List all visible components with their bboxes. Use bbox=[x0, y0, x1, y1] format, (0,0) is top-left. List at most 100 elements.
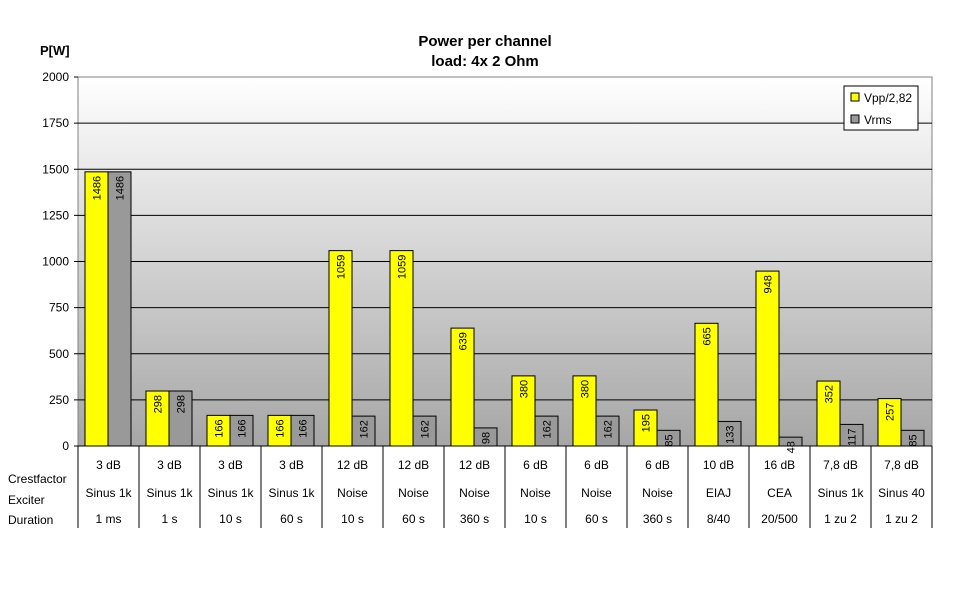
y-tick-label: 500 bbox=[49, 347, 69, 361]
category-crestfactor-label: 7,8 dB bbox=[823, 458, 858, 472]
data-label: 162 bbox=[359, 420, 371, 438]
category-duration-label: 60 s bbox=[280, 512, 303, 526]
category-duration-label: 8/40 bbox=[707, 512, 731, 526]
category-duration-label: 1 s bbox=[161, 512, 177, 526]
data-label: 162 bbox=[542, 420, 554, 438]
y-tick-label: 1250 bbox=[42, 208, 69, 222]
legend-label-vpp: Vpp/2,82 bbox=[864, 91, 912, 105]
category-exciter-label: Sinus 1k bbox=[817, 486, 864, 500]
category-crestfactor-label: 3 dB bbox=[96, 458, 121, 472]
y-tick-label: 2000 bbox=[42, 70, 69, 84]
category-crestfactor-label: 6 dB bbox=[584, 458, 609, 472]
y-tick-label: 0 bbox=[62, 439, 69, 453]
data-label: 195 bbox=[641, 414, 653, 432]
category-exciter-label: Sinus 1k bbox=[85, 486, 132, 500]
category-crestfactor-label: 10 dB bbox=[703, 458, 734, 472]
category-duration-label: 10 s bbox=[219, 512, 242, 526]
data-label: 166 bbox=[298, 419, 310, 437]
category-crestfactor-label: 12 dB bbox=[459, 458, 490, 472]
data-label: 639 bbox=[458, 332, 470, 350]
y-tick-label: 1000 bbox=[42, 255, 69, 269]
gridlines bbox=[78, 122, 932, 401]
category-exciter-label: EIAJ bbox=[706, 486, 731, 500]
category-duration-label: 1 zu 2 bbox=[824, 512, 857, 526]
category-duration-label: 60 s bbox=[402, 512, 425, 526]
category-duration-label: 360 s bbox=[643, 512, 672, 526]
category-exciter-label: Noise bbox=[642, 486, 673, 500]
data-label: 352 bbox=[824, 385, 836, 403]
category-exciter-label: Noise bbox=[398, 486, 429, 500]
y-axis-label: P[W] bbox=[40, 43, 70, 58]
chart-subtitle: load: 4x 2 Ohm bbox=[431, 53, 539, 70]
data-label: 166 bbox=[275, 419, 287, 437]
data-label: 1059 bbox=[397, 255, 409, 279]
legend-swatch-vpp bbox=[850, 92, 860, 102]
bar-vrms bbox=[107, 171, 132, 447]
data-label: 85 bbox=[908, 434, 920, 446]
data-label: 162 bbox=[420, 420, 432, 438]
category-crestfactor-label: 12 dB bbox=[398, 458, 429, 472]
category-crestfactor-label: 6 dB bbox=[645, 458, 670, 472]
category-crestfactor-label: 3 dB bbox=[157, 458, 182, 472]
y-tick-label: 250 bbox=[49, 393, 69, 407]
data-label: 117 bbox=[847, 428, 859, 446]
data-label: 48 bbox=[786, 441, 798, 453]
category-crestfactor-label: 3 dB bbox=[218, 458, 243, 472]
category-duration-label: 10 s bbox=[524, 512, 547, 526]
category-duration-label: 60 s bbox=[585, 512, 608, 526]
category-crestfactor-label: 12 dB bbox=[337, 458, 368, 472]
category-exciter-label: Sinus 1k bbox=[268, 486, 315, 500]
y-tick-label: 1500 bbox=[42, 162, 69, 176]
category-crestfactor-label: 16 dB bbox=[764, 458, 795, 472]
data-label: 1486 bbox=[115, 176, 127, 200]
y-tick-label: 750 bbox=[49, 301, 69, 315]
chart-title: Power per channel bbox=[418, 33, 551, 50]
category-exciter-label: Sinus 1k bbox=[146, 486, 193, 500]
category-exciter-label: Noise bbox=[337, 486, 368, 500]
data-label: 257 bbox=[885, 403, 897, 421]
data-label: 166 bbox=[214, 419, 226, 437]
data-label: 1059 bbox=[336, 255, 348, 279]
y-tick-label: 1750 bbox=[42, 116, 69, 130]
bar-vpp bbox=[755, 270, 780, 447]
y-axis-ticks: 0 250 500 750 1000 1250 1500 1750 2000 bbox=[42, 70, 78, 453]
data-labels: 1486 298 166 166 1059 1059 639 380 380 195 665 948 3… bbox=[92, 176, 920, 454]
data-label: 133 bbox=[725, 425, 737, 443]
category-duration-label: 1 ms bbox=[95, 512, 121, 526]
category-crestfactor-label: 7,8 dB bbox=[884, 458, 919, 472]
data-label: 665 bbox=[702, 327, 714, 345]
category-exciter-label: Sinus 40 bbox=[878, 486, 925, 500]
category-exciter-label: Noise bbox=[520, 486, 551, 500]
category-crestfactor-label: 3 dB bbox=[279, 458, 304, 472]
category-duration-label: 360 s bbox=[460, 512, 489, 526]
data-label: 166 bbox=[237, 419, 249, 437]
category-duration-label: 10 s bbox=[341, 512, 364, 526]
data-label: 98 bbox=[481, 432, 493, 444]
category-exciter-label: Sinus 1k bbox=[207, 486, 254, 500]
legend-label-vrms: Vrms bbox=[864, 113, 892, 127]
bar-vpp bbox=[84, 171, 109, 447]
category-crestfactor-label: 6 dB bbox=[523, 458, 548, 472]
data-label: 298 bbox=[153, 395, 165, 413]
category-exciter-label: Noise bbox=[459, 486, 490, 500]
data-label: 298 bbox=[176, 395, 188, 413]
data-label: 85 bbox=[664, 434, 676, 446]
data-label: 162 bbox=[603, 420, 615, 438]
data-label: 380 bbox=[519, 380, 531, 398]
data-label: 380 bbox=[580, 380, 592, 398]
category-duration-label: 20/500 bbox=[761, 512, 798, 526]
row-label-exciter: Exciter bbox=[8, 493, 45, 507]
category-exciter-label: CEA bbox=[767, 486, 792, 500]
data-label: 948 bbox=[763, 275, 775, 293]
legend-swatch-vrms bbox=[850, 114, 860, 124]
bars bbox=[84, 171, 925, 447]
data-label: 1486 bbox=[92, 176, 104, 200]
row-label-crestfactor: Crestfactor bbox=[8, 472, 67, 486]
legend: Vpp/2,82 Vrms bbox=[843, 85, 919, 131]
category-duration-label: 1 zu 2 bbox=[885, 512, 918, 526]
category-table: Crestfactor Exciter Duration 3 dB Sinus 1k 1 … bbox=[8, 445, 933, 528]
row-label-duration: Duration bbox=[8, 513, 53, 527]
category-exciter-label: Noise bbox=[581, 486, 612, 500]
